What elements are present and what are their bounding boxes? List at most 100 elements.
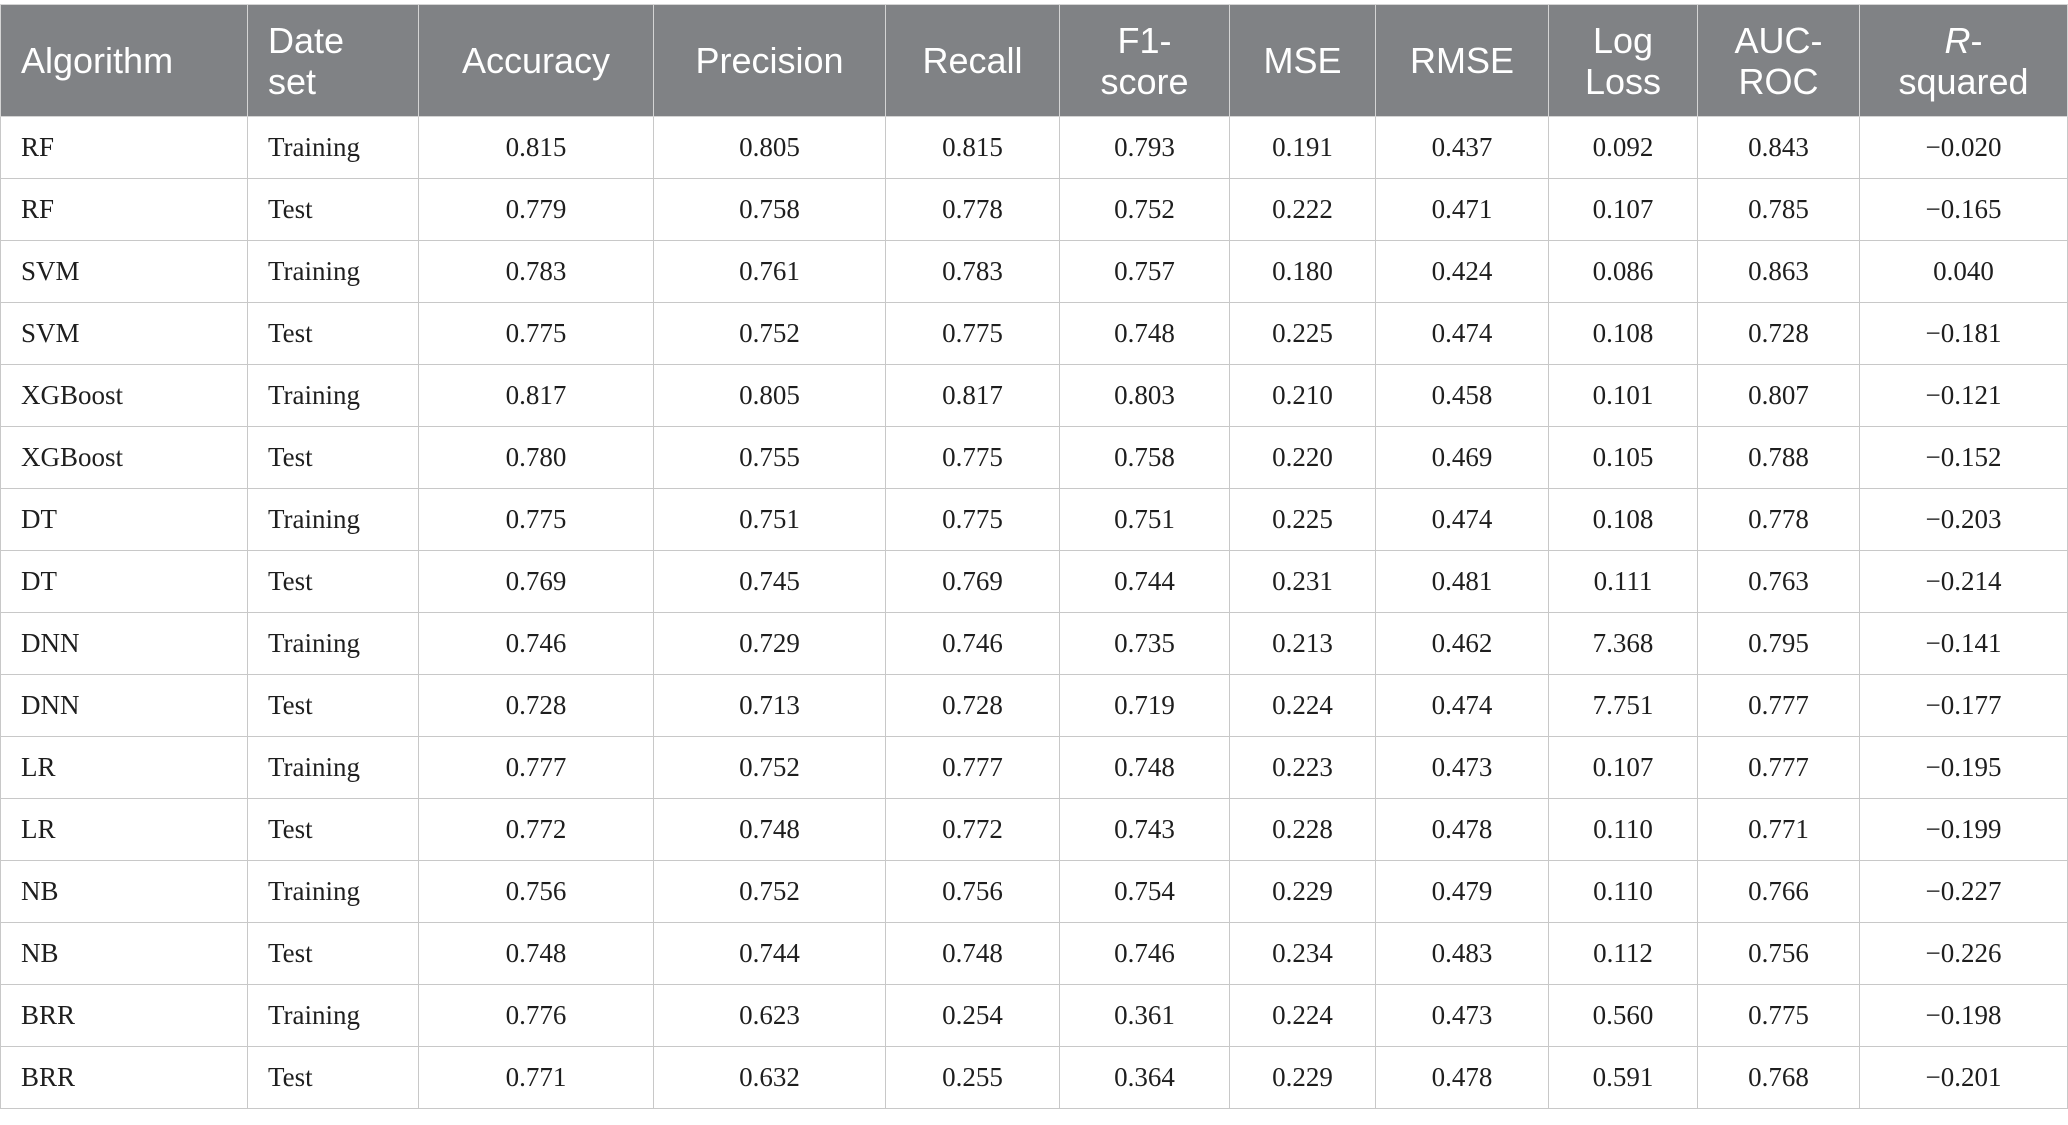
cell-rmse: 0.473	[1375, 984, 1549, 1047]
cell-algorithm: NB	[0, 860, 248, 923]
cell-algorithm: RF	[0, 116, 248, 179]
cell-accuracy: 0.817	[418, 364, 654, 427]
cell-dataset: Test	[247, 798, 419, 861]
cell-dataset: Training	[247, 984, 419, 1047]
cell-mse: 0.229	[1229, 860, 1376, 923]
cell-recall: 0.756	[885, 860, 1060, 923]
cell-auc-roc: 0.788	[1697, 426, 1860, 489]
header-r-squared-italic: R	[1944, 19, 1971, 61]
cell-mse: 0.224	[1229, 984, 1376, 1047]
cell-log-loss: 0.108	[1548, 302, 1698, 365]
cell-rmse: 0.462	[1375, 612, 1549, 675]
cell-r-squared: −0.199	[1859, 798, 2068, 861]
cell-mse: 0.222	[1229, 178, 1376, 241]
cell-precision: 0.758	[653, 178, 886, 241]
header-row: Algorithm Date set Accuracy Precision Re…	[0, 4, 2068, 117]
cell-log-loss: 0.101	[1548, 364, 1698, 427]
cell-algorithm: NB	[0, 922, 248, 985]
cell-r-squared: −0.181	[1859, 302, 2068, 365]
cell-recall: 0.748	[885, 922, 1060, 985]
cell-accuracy: 0.775	[418, 302, 654, 365]
table-row: RF Training 0.815 0.805 0.815 0.793 0.191 0.437…	[0, 116, 2068, 179]
cell-algorithm: LR	[0, 736, 248, 799]
cell-r-squared: −0.121	[1859, 364, 2068, 427]
cell-auc-roc: 0.785	[1697, 178, 1860, 241]
cell-recall: 0.772	[885, 798, 1060, 861]
cell-rmse: 0.478	[1375, 1046, 1549, 1109]
cell-f1-score: 0.748	[1059, 736, 1230, 799]
cell-f1-score: 0.361	[1059, 984, 1230, 1047]
cell-rmse: 0.474	[1375, 488, 1549, 551]
cell-r-squared: −0.141	[1859, 612, 2068, 675]
cell-mse: 0.225	[1229, 302, 1376, 365]
cell-recall: 0.728	[885, 674, 1060, 737]
cell-precision: 0.755	[653, 426, 886, 489]
cell-recall: 0.777	[885, 736, 1060, 799]
cell-rmse: 0.424	[1375, 240, 1549, 303]
cell-algorithm: SVM	[0, 302, 248, 365]
cell-rmse: 0.437	[1375, 116, 1549, 179]
cell-precision: 0.805	[653, 364, 886, 427]
table-row: DNN Training 0.746 0.729 0.746 0.735 0.213 0.46…	[0, 612, 2068, 675]
cell-f1-score: 0.364	[1059, 1046, 1230, 1109]
cell-f1-score: 0.754	[1059, 860, 1230, 923]
cell-mse: 0.234	[1229, 922, 1376, 985]
cell-precision: 0.752	[653, 860, 886, 923]
header-r-squared-rest: -squared	[1898, 19, 2029, 102]
cell-rmse: 0.458	[1375, 364, 1549, 427]
cell-algorithm: DT	[0, 550, 248, 613]
cell-algorithm: SVM	[0, 240, 248, 303]
header-r-squared: R-squared	[1859, 4, 2068, 117]
cell-recall: 0.783	[885, 240, 1060, 303]
cell-f1-score: 0.746	[1059, 922, 1230, 985]
cell-algorithm: BRR	[0, 1046, 248, 1109]
header-mse: MSE	[1229, 4, 1376, 117]
cell-recall: 0.254	[885, 984, 1060, 1047]
cell-f1-score: 0.758	[1059, 426, 1230, 489]
cell-recall: 0.817	[885, 364, 1060, 427]
header-f1-score: F1-score	[1059, 4, 1230, 117]
cell-r-squared: −0.226	[1859, 922, 2068, 985]
cell-f1-score: 0.803	[1059, 364, 1230, 427]
cell-algorithm: DNN	[0, 674, 248, 737]
cell-auc-roc: 0.777	[1697, 674, 1860, 737]
cell-algorithm: BRR	[0, 984, 248, 1047]
cell-precision: 0.805	[653, 116, 886, 179]
cell-log-loss: 0.110	[1548, 860, 1698, 923]
table-row: BRR Test 0.771 0.632 0.255 0.364 0.229 0.478 0.5…	[0, 1046, 2068, 1109]
cell-mse: 0.180	[1229, 240, 1376, 303]
cell-precision: 0.761	[653, 240, 886, 303]
cell-r-squared: −0.177	[1859, 674, 2068, 737]
cell-recall: 0.815	[885, 116, 1060, 179]
table-row: LR Training 0.777 0.752 0.777 0.748 0.223 0.473…	[0, 736, 2068, 799]
cell-rmse: 0.483	[1375, 922, 1549, 985]
cell-mse: 0.210	[1229, 364, 1376, 427]
cell-rmse: 0.474	[1375, 674, 1549, 737]
cell-dataset: Test	[247, 550, 419, 613]
cell-log-loss: 0.111	[1548, 550, 1698, 613]
header-precision: Precision	[653, 4, 886, 117]
cell-r-squared: −0.020	[1859, 116, 2068, 179]
cell-rmse: 0.469	[1375, 426, 1549, 489]
cell-f1-score: 0.735	[1059, 612, 1230, 675]
cell-dataset: Test	[247, 178, 419, 241]
cell-accuracy: 0.780	[418, 426, 654, 489]
cell-auc-roc: 0.763	[1697, 550, 1860, 613]
cell-algorithm: XGBoost	[0, 426, 248, 489]
cell-r-squared: −0.203	[1859, 488, 2068, 551]
cell-auc-roc: 0.795	[1697, 612, 1860, 675]
cell-auc-roc: 0.768	[1697, 1046, 1860, 1109]
cell-precision: 0.713	[653, 674, 886, 737]
cell-recall: 0.746	[885, 612, 1060, 675]
table-row: LR Test 0.772 0.748 0.772 0.743 0.228 0.478 0.11…	[0, 798, 2068, 861]
cell-accuracy: 0.756	[418, 860, 654, 923]
cell-accuracy: 0.748	[418, 922, 654, 985]
table-row: BRR Training 0.776 0.623 0.254 0.361 0.224 0.47…	[0, 984, 2068, 1047]
cell-mse: 0.220	[1229, 426, 1376, 489]
cell-dataset: Training	[247, 116, 419, 179]
cell-auc-roc: 0.863	[1697, 240, 1860, 303]
cell-rmse: 0.479	[1375, 860, 1549, 923]
cell-dataset: Test	[247, 426, 419, 489]
table-row: DT Test 0.769 0.745 0.769 0.744 0.231 0.481 0.11…	[0, 550, 2068, 613]
cell-accuracy: 0.746	[418, 612, 654, 675]
